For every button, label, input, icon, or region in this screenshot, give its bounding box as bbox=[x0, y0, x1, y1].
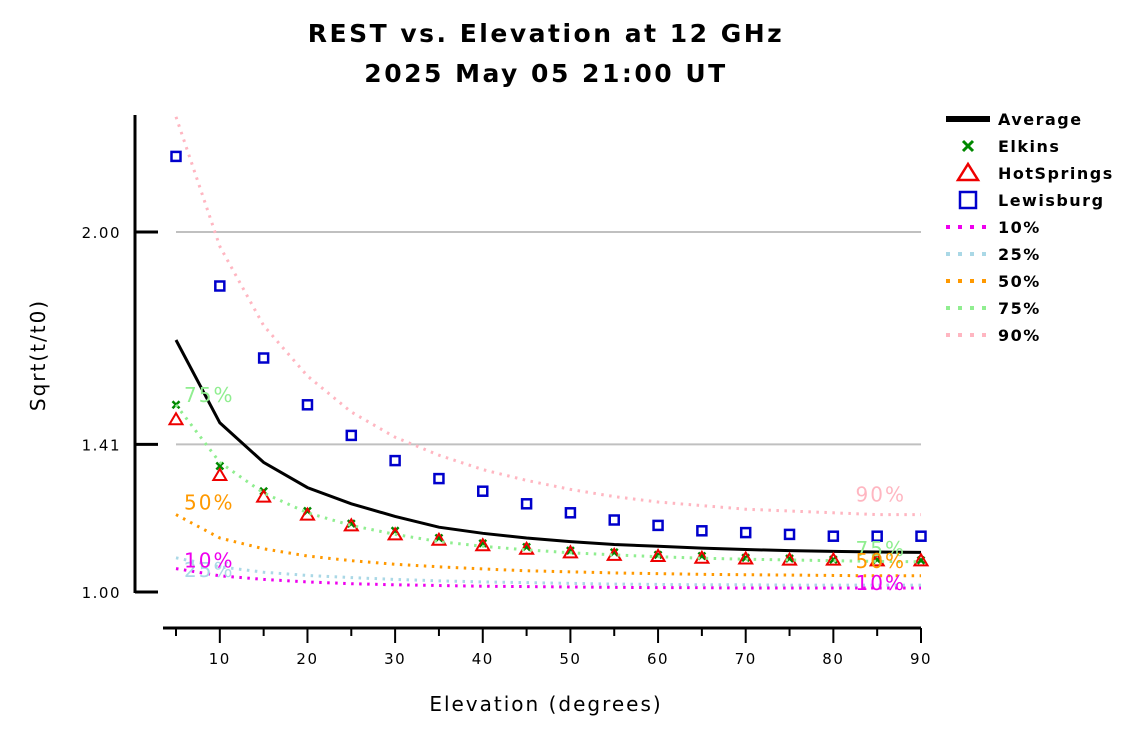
point-lewisburg-40 bbox=[477, 485, 489, 497]
series-hotsprings bbox=[167, 411, 930, 567]
percentile-labels: 75%50%25%10%90%75%50%10% bbox=[184, 383, 906, 595]
point-lewisburg-45 bbox=[520, 498, 533, 510]
point-lewisburg-55 bbox=[608, 514, 620, 526]
legend-label-50pct: 50% bbox=[998, 272, 1041, 291]
x-tick-label-6: 70 bbox=[735, 650, 757, 668]
legend-label-lewisburg: Lewisburg bbox=[998, 191, 1105, 210]
x-tick-label-3: 40 bbox=[472, 650, 494, 668]
legend-swatch-hotsprings bbox=[955, 161, 981, 182]
point-elkins-40 bbox=[478, 539, 488, 548]
legend-swatch-elkins bbox=[961, 139, 975, 153]
point-hotsprings-90 bbox=[912, 552, 930, 567]
series-line-50pct bbox=[175, 513, 921, 578]
legend-label-10pct: 10% bbox=[998, 218, 1041, 237]
x-tick-label-7: 80 bbox=[822, 650, 844, 668]
point-lewisburg-60 bbox=[652, 519, 664, 532]
point-lewisburg-15 bbox=[257, 352, 270, 364]
annotation-end-75pct: 75% bbox=[856, 537, 906, 561]
point-hotsprings-50 bbox=[562, 544, 579, 559]
plot-area bbox=[167, 116, 930, 590]
point-hotsprings-5 bbox=[167, 411, 185, 426]
legend-item-lewisburg: Lewisburg bbox=[958, 190, 1105, 210]
x-tick-label-4: 50 bbox=[559, 650, 581, 668]
legend-label-90pct: 90% bbox=[998, 326, 1041, 345]
point-lewisburg-10 bbox=[214, 280, 226, 292]
point-lewisburg-50 bbox=[564, 507, 577, 519]
annotation-end-10pct: 10% bbox=[856, 571, 906, 595]
annotation-start-50pct: 50% bbox=[184, 491, 234, 515]
point-hotsprings-30 bbox=[386, 526, 404, 541]
legend-swatch-lewisburg bbox=[958, 190, 978, 210]
x-tick-label-1: 20 bbox=[296, 650, 318, 668]
chart-subtitle: 2025 May 05 21:00 UT bbox=[364, 59, 727, 88]
point-lewisburg-80 bbox=[827, 530, 840, 542]
y-axis-title: Sqrt(t/t0) bbox=[26, 299, 50, 411]
grid-lines bbox=[176, 231, 921, 446]
point-lewisburg-85 bbox=[871, 530, 883, 542]
series-average bbox=[174, 339, 922, 554]
point-elkins-50 bbox=[566, 546, 575, 555]
annotation-start-10pct: 10% bbox=[184, 549, 234, 573]
x-axis-title: Elevation (degrees) bbox=[429, 692, 662, 716]
x-tick-label-0: 10 bbox=[209, 650, 231, 668]
point-lewisburg-70 bbox=[739, 526, 752, 539]
point-hotsprings-80 bbox=[825, 551, 842, 566]
point-lewisburg-30 bbox=[389, 454, 401, 467]
point-hotsprings-40 bbox=[474, 537, 492, 552]
legend-label-average: Average bbox=[998, 110, 1083, 129]
x-tick-label-2: 30 bbox=[384, 650, 406, 668]
y-tick-label-2: 2.00 bbox=[82, 224, 121, 242]
legend-item-25pct: 25% bbox=[946, 245, 1041, 264]
point-hotsprings-70 bbox=[737, 550, 754, 565]
series-lewisburg bbox=[170, 150, 927, 542]
y-tick-label-0: 1.00 bbox=[82, 584, 121, 602]
annotation-start-75pct: 75% bbox=[184, 383, 234, 407]
point-lewisburg-75 bbox=[783, 528, 796, 541]
x-tick-label-8: 90 bbox=[910, 650, 932, 668]
point-lewisburg-65 bbox=[696, 525, 708, 537]
series-90pct bbox=[174, 116, 921, 517]
point-lewisburg-25 bbox=[345, 429, 358, 442]
point-elkins-10 bbox=[215, 461, 225, 471]
series-50pct bbox=[175, 513, 921, 578]
series-10pct bbox=[175, 567, 921, 590]
annotation-start-25pct: 25% bbox=[184, 558, 234, 582]
annotation-end-90pct: 90% bbox=[856, 483, 906, 507]
point-lewisburg-35 bbox=[433, 472, 445, 485]
series-75pct bbox=[174, 403, 922, 564]
series-line-75pct bbox=[174, 403, 922, 564]
series-line-average bbox=[174, 339, 922, 554]
point-hotsprings-35 bbox=[430, 531, 448, 546]
legend-label-25pct: 25% bbox=[998, 245, 1041, 264]
x-tick-label-5: 60 bbox=[647, 650, 669, 668]
point-lewisburg-5 bbox=[170, 150, 182, 163]
legend-item-average: Average bbox=[946, 110, 1083, 129]
series-line-10pct bbox=[175, 567, 921, 590]
axes: 1.00 1.41 2.00 10 20 30 40 50 60 70 80 90 bbox=[82, 115, 932, 668]
y-tick-label-1: 1.41 bbox=[82, 436, 121, 454]
legend-item-50pct: 50% bbox=[946, 272, 1041, 291]
point-lewisburg-20 bbox=[301, 399, 314, 411]
chart-title: REST vs. Elevation at 12 GHz bbox=[308, 19, 784, 48]
legend: Average Elkins HotSprings Lewisburg 10% 25% 50… bbox=[946, 110, 1114, 345]
point-hotsprings-60 bbox=[649, 548, 667, 562]
legend-item-elkins: Elkins bbox=[961, 137, 1060, 156]
annotation-end-50pct: 50% bbox=[856, 549, 906, 573]
point-hotsprings-10 bbox=[211, 467, 229, 481]
point-hotsprings-85 bbox=[868, 552, 886, 567]
legend-item-90pct: 90% bbox=[946, 326, 1041, 345]
legend-label-75pct: 75% bbox=[998, 299, 1041, 318]
legend-label-elkins: Elkins bbox=[998, 137, 1060, 156]
legend-item-10pct: 10% bbox=[946, 218, 1041, 237]
series-line-90pct bbox=[174, 116, 921, 517]
point-hotsprings-15 bbox=[255, 488, 272, 503]
legend-item-75pct: 75% bbox=[946, 299, 1041, 318]
legend-item-hotsprings: HotSprings bbox=[955, 161, 1114, 183]
legend-label-hotsprings: HotSprings bbox=[998, 164, 1114, 183]
point-lewisburg-90 bbox=[915, 530, 927, 542]
